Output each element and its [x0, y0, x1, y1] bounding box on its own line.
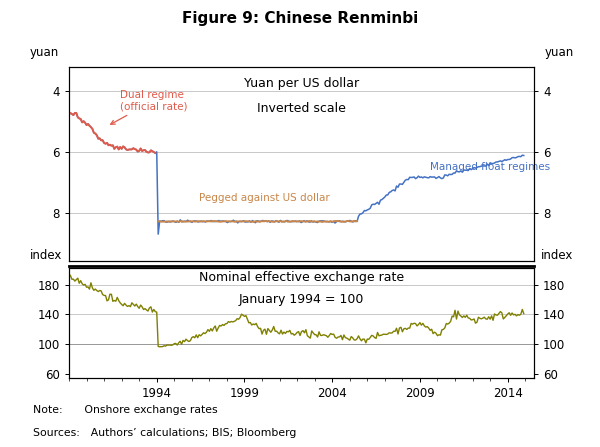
Text: index: index: [541, 249, 574, 261]
Text: January 1994 = 100: January 1994 = 100: [239, 293, 364, 306]
Text: Managed float regimes: Managed float regimes: [430, 162, 550, 173]
Text: Figure 9: Chinese Renminbi: Figure 9: Chinese Renminbi: [182, 11, 418, 26]
Text: yuan: yuan: [29, 46, 59, 59]
Text: Pegged against US dollar: Pegged against US dollar: [199, 193, 330, 203]
Text: Inverted scale: Inverted scale: [257, 102, 346, 115]
Text: Note:  Onshore exchange rates: Note: Onshore exchange rates: [33, 405, 218, 414]
Text: Dual regime
(official rate): Dual regime (official rate): [110, 90, 188, 124]
Text: index: index: [29, 249, 62, 261]
Text: Sources: Authors’ calculations; BIS; Bloomberg: Sources: Authors’ calculations; BIS; Blo…: [33, 428, 296, 438]
Text: Yuan per US dollar: Yuan per US dollar: [244, 77, 359, 90]
Text: yuan: yuan: [544, 46, 574, 59]
Text: Nominal effective exchange rate: Nominal effective exchange rate: [199, 271, 404, 284]
